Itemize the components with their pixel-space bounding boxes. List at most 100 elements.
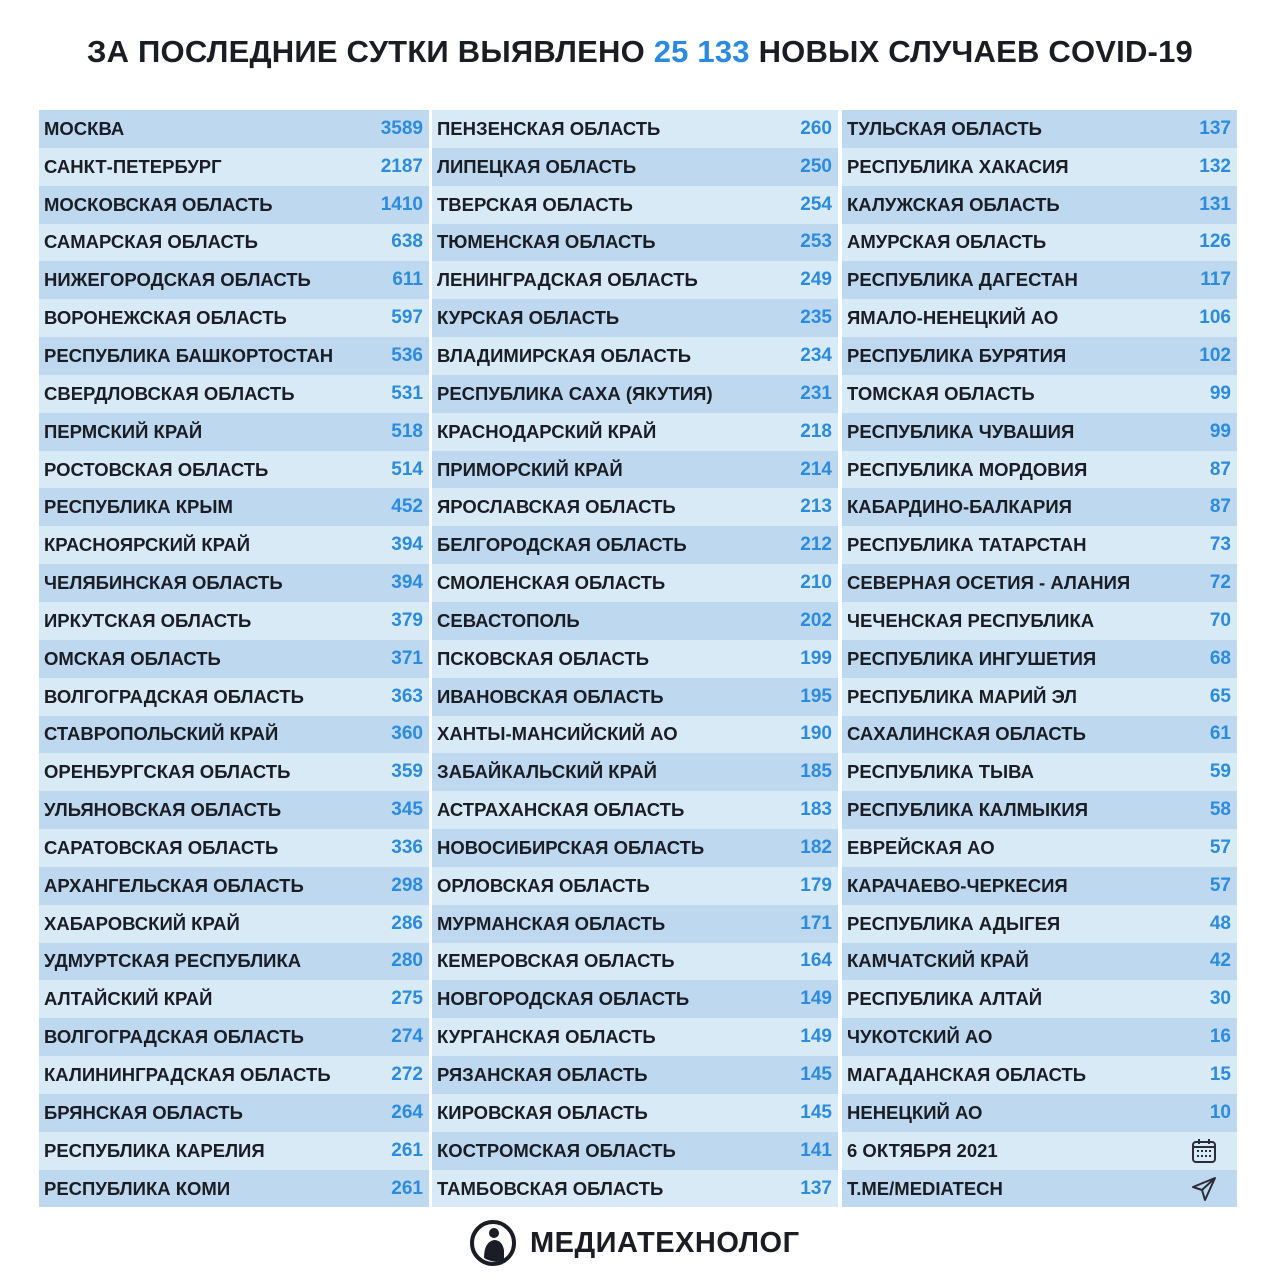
case-count: 260	[800, 117, 832, 139]
table-row: Приморский край 214	[432, 450, 838, 489]
region-name: Тюменская область	[437, 231, 656, 253]
brand-logo: МЕДИАТЕХНОЛОГ	[470, 1220, 800, 1266]
case-count: 149	[800, 1026, 832, 1048]
table-row: Брянская область 264	[39, 1093, 429, 1132]
case-count: 1410	[380, 193, 423, 215]
region-name: Калужская область	[847, 193, 1060, 215]
region-name: Тверская область	[437, 193, 633, 215]
table-row: Санкт-Петербург 2187	[39, 147, 429, 186]
case-count: 638	[391, 231, 423, 253]
region-name: Чеченская Республика	[847, 609, 1095, 631]
table-row: Астраханская область 183	[432, 791, 838, 830]
region-name: Сахалинская область	[847, 723, 1086, 745]
case-count: 57	[1209, 874, 1231, 896]
table-row: Тюменская область 253	[432, 223, 838, 262]
case-count: 182	[800, 836, 832, 858]
table-row: Республика Тыва 59	[842, 753, 1237, 792]
region-name: Пензенская область	[437, 117, 661, 139]
table-row: Архангельская область 298	[39, 866, 429, 905]
case-count: 336	[391, 836, 423, 858]
table-row: Волгоградская область 274	[39, 1018, 429, 1057]
region-name: Республика Ингушетия	[847, 647, 1097, 669]
table-row: Орловская область 179	[432, 866, 838, 905]
link-row[interactable]: t.me/mediatech	[842, 1169, 1237, 1208]
case-count: 218	[800, 420, 832, 442]
region-name: Магаданская область	[847, 1064, 1087, 1086]
table-row: Еврейская АО 57	[842, 829, 1237, 867]
region-name: Ивановская область	[437, 685, 664, 707]
case-count: 363	[391, 685, 423, 707]
case-count: 379	[391, 609, 423, 631]
table-row: Ивановская область 195	[432, 677, 838, 716]
region-name: Республика Саха (Якутия)	[437, 382, 713, 404]
case-count: 345	[391, 799, 423, 821]
table-row: Чеченская Республика 70	[842, 601, 1237, 640]
table-row: Ростовская область 514	[39, 450, 429, 489]
region-name: Забайкальский край	[437, 761, 657, 783]
case-count: 58	[1209, 799, 1231, 821]
table-row: Мурманская область 171	[432, 904, 838, 943]
table-row: Псковская область 199	[432, 639, 838, 678]
table-row: Тульская область 137	[842, 110, 1237, 148]
table-row: Ленинградская область 249	[432, 261, 838, 300]
case-count: 531	[391, 382, 423, 404]
region-name: Псковская область	[437, 647, 650, 669]
case-count: 48	[1209, 912, 1231, 934]
case-count: 254	[800, 193, 832, 215]
region-name: Кировская область	[437, 1101, 648, 1123]
table-row: Кировская область 145	[432, 1093, 838, 1132]
case-count: 235	[800, 307, 832, 329]
region-name: Алтайский край	[44, 988, 213, 1010]
region-name: Курганская область	[437, 1026, 656, 1048]
case-count: 611	[392, 269, 423, 291]
region-name: Астраханская область	[437, 799, 685, 821]
case-count: 30	[1209, 988, 1231, 1010]
case-count: 99	[1209, 420, 1231, 442]
region-name: Рязанская область	[437, 1064, 648, 1086]
region-name: Тульская область	[847, 117, 1042, 139]
region-name: Ханты-Мансийский АО	[437, 723, 678, 745]
region-name: Республика Татарстан	[847, 534, 1087, 556]
region-name: Ямало-Ненецкий АО	[847, 307, 1059, 329]
case-count: 280	[391, 950, 423, 972]
case-count: 231	[800, 382, 832, 404]
region-name: Республика Бурятия	[847, 344, 1067, 366]
region-name: Амурская область	[847, 231, 1047, 253]
case-count: 250	[800, 155, 832, 177]
table-column-1: Москва 3589 Санкт-Петербург 2187 Московская …	[39, 110, 429, 1208]
case-count: 3589	[380, 117, 423, 139]
region-name: Свердловская область	[44, 382, 295, 404]
table-row: Республика Бурятия 102	[842, 337, 1237, 375]
telegram-link[interactable]: t.me/mediatech	[847, 1177, 1003, 1199]
region-name: Удмуртская Республика	[44, 950, 302, 972]
case-count: 452	[391, 496, 423, 518]
table-row: Московская область 1410	[39, 185, 429, 224]
region-name: Республика Крым	[44, 496, 233, 518]
table-row: Республика Дагестан 117	[842, 261, 1237, 300]
table-row: Чукотский АО 16	[842, 1018, 1237, 1057]
table-row: Сахалинская область 61	[842, 715, 1237, 754]
case-count: 137	[1199, 117, 1231, 139]
table-column-3: Тульская область 137 Республика Хакасия 132…	[842, 110, 1237, 1208]
region-name: Республика Хакасия	[847, 155, 1069, 177]
case-count: 68	[1209, 647, 1231, 669]
region-name: Приморский край	[437, 458, 623, 480]
region-name: Камчатский край	[847, 950, 1029, 972]
case-count: 261	[391, 1139, 423, 1161]
region-name: Республика Марий Эл	[847, 685, 1078, 707]
region-name: Смоленская область	[437, 572, 666, 594]
case-count: 195	[800, 685, 832, 707]
table-row: Оренбургская область 359	[39, 753, 429, 792]
table-row: Костромская область 141	[432, 1131, 838, 1170]
table-row: Ярославская область 213	[432, 488, 838, 527]
table-row: Красноярский край 394	[39, 526, 429, 565]
region-name: Новгородская область	[437, 988, 690, 1010]
case-count: 274	[391, 1026, 423, 1048]
region-name: Белгородская область	[437, 534, 687, 556]
case-count: 72	[1209, 572, 1231, 594]
case-count: 164	[800, 950, 832, 972]
date-row: 6 октября 2021	[842, 1131, 1237, 1170]
table-column-2: Пензенская область 260 Липецкая область 250…	[432, 110, 838, 1208]
logo-icon	[470, 1220, 516, 1266]
case-count: 253	[800, 231, 832, 253]
